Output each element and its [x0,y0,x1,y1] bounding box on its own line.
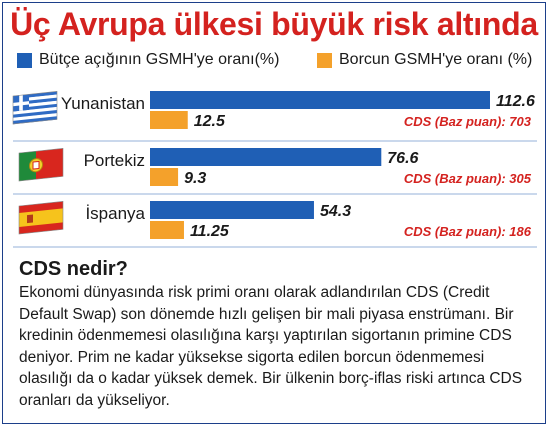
bar-debt-value-label: 11.25 [190,223,230,240]
info-heading: CDS nedir? [19,258,128,280]
spain-flag-icon [18,201,64,235]
legend-label-budget: Bütçe açığının GSMH'ye oranı(%) [39,51,280,68]
bar-chart: Yunanistan 112.6 12.5 CDS (Baz puan): 703 Po… [12,91,537,248]
legend-swatch-budget [17,52,32,68]
bar-debt [150,111,188,129]
bar-debt-value-label: 9.3 [184,170,206,187]
info-text: Ekonomi dünyasında risk primi oranı olar… [19,284,523,409]
legend-label-debt: Borcun GSMH'ye oranı (%) [339,51,533,68]
legend-item-budget: Bütçe açığının GSMH'ye oranı(%) [17,51,279,69]
cds-annotation: CDS (Baz puan): 703 [404,114,532,129]
country-label: İspanya [85,204,145,223]
chart-panel: Yunanistan 112.6 12.5 CDS (Baz puan): 703 Po… [9,81,541,253]
greece-flag-icon [12,91,58,125]
country-label: Portekiz [84,151,145,170]
bar-budget [150,91,490,109]
bar-budget [150,201,314,219]
bar-budget-value-label: 76.6 [387,150,418,167]
bar-budget-value-label: 54.3 [320,203,351,220]
cds-annotation: CDS (Baz puan): 305 [404,171,532,186]
portugal-flag-icon [18,148,64,182]
infographic-title: Üç Avrupa ülkesi büyük risk altında [10,6,538,42]
chart-legend: Bütçe açığının GSMH'ye oranı(%) Borcun G… [3,51,545,73]
bar-debt [150,168,179,186]
country-label: Yunanistan [61,94,145,113]
cds-annotation: CDS (Baz puan): 186 [404,224,532,239]
infographic-frame: Üç Avrupa ülkesi büyük risk altında Bütç… [2,2,546,424]
bar-budget-value-label: 112.6 [496,93,535,110]
bar-budget [150,148,382,166]
bar-debt-value-label: 12.5 [194,113,226,130]
legend-swatch-debt [317,52,332,68]
bar-debt [150,221,184,239]
legend-item-debt: Borcun GSMH'ye oranı (%) [317,51,532,69]
